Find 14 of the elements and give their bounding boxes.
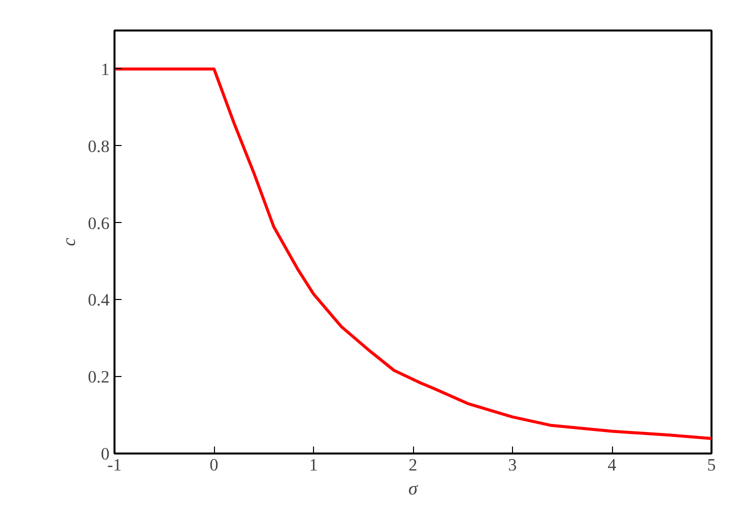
y-tick-label: 0.4 [88,290,110,310]
y-tick-label: 0.2 [88,368,110,387]
y-tick-label: 0.6 [88,214,110,233]
x-tick-label: 4 [608,456,617,474]
y-axis-title: c [58,237,80,246]
y-tick-label: 0.8 [88,136,110,156]
y-tick-label: 1 [100,60,110,79]
x-tick-label: 2 [408,456,418,474]
x-tick-label: 3 [508,456,517,474]
x-tick-label: 1 [309,456,318,474]
x-axis-title: σ [408,478,418,500]
x-tick-label: 0 [210,456,218,474]
x-tick-label: 5 [707,456,716,474]
line-series [114,67,712,440]
